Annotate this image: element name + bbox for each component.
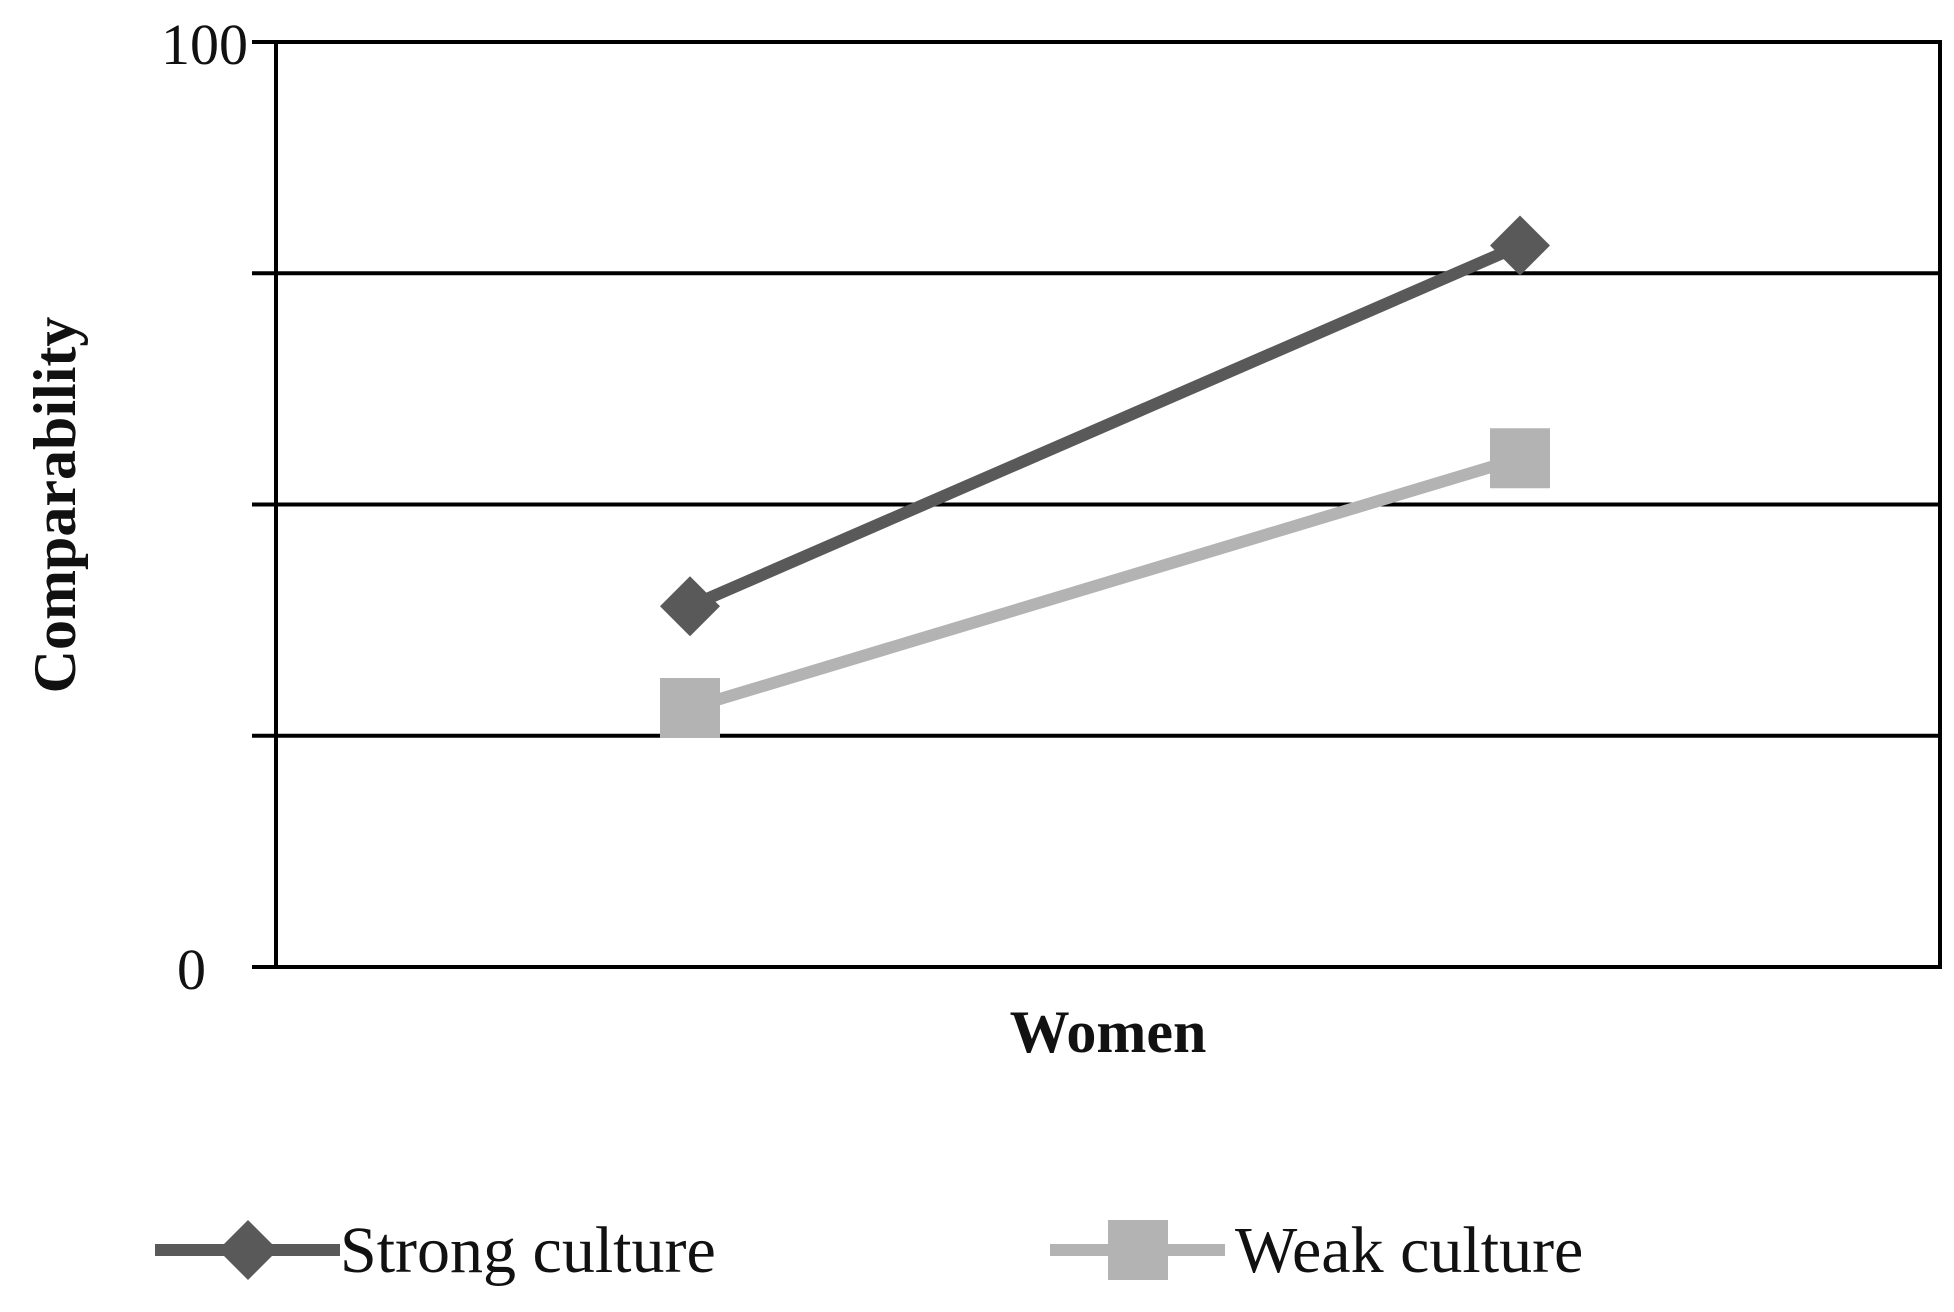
legend-item-strong-culture: Strong culture bbox=[155, 1214, 716, 1287]
x-axis-title: Women bbox=[1010, 999, 1207, 1065]
data-point-strong-culture bbox=[1490, 215, 1550, 276]
data-point-strong-culture bbox=[660, 576, 720, 637]
series-line-weak-culture bbox=[688, 452, 1522, 714]
legend-square-marker bbox=[1108, 1220, 1168, 1280]
y-tick-label-max: 100 bbox=[161, 12, 248, 77]
data-point-weak-culture bbox=[1490, 428, 1550, 489]
legend: Strong culture Weak culture bbox=[155, 1214, 1583, 1287]
y-axis-title: Comparability bbox=[22, 317, 88, 694]
legend-item-weak-culture: Weak culture bbox=[1050, 1214, 1583, 1287]
data-point-weak-culture bbox=[660, 678, 720, 738]
grid-lines bbox=[276, 271, 1940, 738]
y-axis-ticks bbox=[252, 40, 276, 969]
y-tick-label-min: 0 bbox=[177, 937, 206, 1002]
legend-label-weak-culture: Weak culture bbox=[1235, 1214, 1583, 1287]
series-layer bbox=[660, 215, 1550, 738]
series-line-strong-culture bbox=[687, 239, 1523, 612]
legend-diamond-marker bbox=[218, 1220, 278, 1280]
legend-label-strong-culture: Strong culture bbox=[340, 1214, 716, 1287]
